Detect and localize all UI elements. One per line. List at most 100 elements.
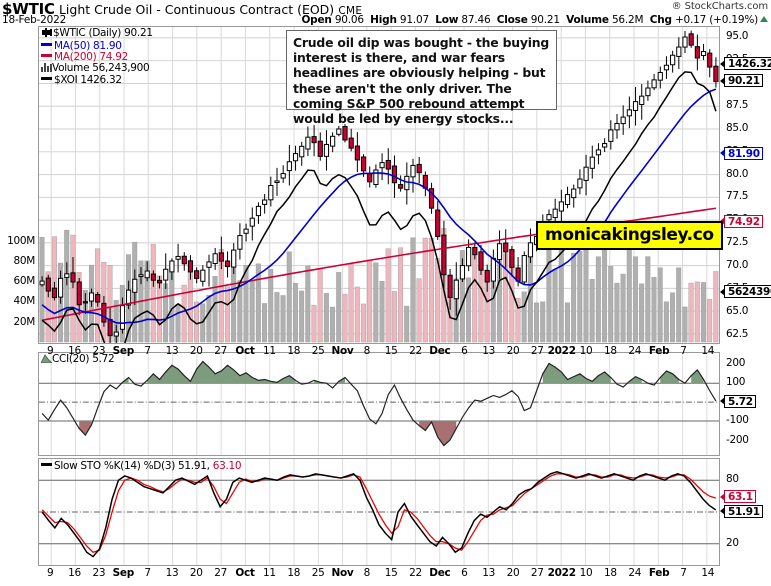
price-axis-tick: 65.0: [726, 304, 749, 317]
x-axis-tick-bottom: 24: [628, 567, 642, 579]
open-label: Open: [301, 14, 332, 26]
x-axis-tick-bottom: Feb: [648, 567, 670, 579]
source-label: StockCharts.com: [684, 1, 769, 12]
chg-label: Chg: [649, 14, 672, 26]
x-axis-tick-bottom: 14: [701, 567, 715, 579]
annotation-textbox: Crude oil dip was bought - the buying in…: [286, 30, 557, 126]
x-axis-tick-bottom: 20: [189, 567, 203, 579]
chart-header: $WTIC Light Crude Oil - Continuous Contr…: [0, 0, 771, 26]
chg-value: +0.17 (+0.19%): [674, 14, 758, 26]
legend-ma200-text: MA(200) 74.92: [54, 50, 128, 63]
x-axis-tick-bottom: 20: [506, 567, 520, 579]
cci-panel[interactable]: [38, 352, 720, 456]
x-axis-tick: 14: [701, 345, 715, 357]
x-axis-tick: 18: [287, 345, 301, 357]
quote-bar: Open 90.06 High 91.07 Low 87.46 Close 90…: [301, 14, 768, 26]
x-axis-tick-bottom: 9: [46, 567, 54, 579]
sto-legend-text: Slow STO %K(14) %D(3) 51.91,: [54, 459, 210, 472]
cci-axis-tick: 200: [726, 356, 746, 369]
x-axis-tick: 2022: [547, 345, 576, 357]
stochastic-axis-tick: 20: [726, 537, 739, 550]
high-label: High: [370, 14, 397, 26]
high-value: 91.07: [399, 14, 429, 26]
price-axis-tick: 85.0: [726, 121, 749, 134]
x-axis-tick-bottom: 10: [579, 567, 593, 579]
low-label: Low: [435, 14, 459, 26]
symbol-description: Light Crude Oil - Continuous Contract (E…: [58, 2, 335, 17]
price-legend: $WTIC (Daily) 90.21 MA(50) 81.90 MA(200)…: [41, 27, 153, 86]
volume-label: Volume: [566, 14, 609, 26]
legend-row-xoi: $XOI 1426.32: [41, 74, 153, 86]
price-axis-tick: 70.0: [726, 259, 749, 272]
x-axis-tick-bottom: 7: [144, 567, 151, 579]
stochastic-plot: [39, 459, 719, 565]
quote-date: 18-Feb-2022: [2, 14, 67, 26]
x-axis-tick: 16: [68, 345, 81, 357]
x-axis-tick: 20: [506, 345, 520, 357]
price-plot: [39, 27, 719, 343]
x-axis-tick: 7: [144, 345, 151, 357]
price-axis-tick: 62.5: [726, 327, 749, 340]
volume-axis-tick: 60M: [13, 275, 35, 288]
ma200-swatch-icon: [41, 54, 52, 58]
x-axis-tick-bottom: Dec: [429, 567, 451, 579]
x-axis-tick-bottom: Nov: [331, 567, 354, 579]
x-axis-tick: 6: [461, 345, 468, 357]
x-axis-tick: 13: [482, 345, 495, 357]
volume-axis-tick: 80M: [13, 254, 35, 267]
x-axis-tick: 15: [384, 345, 398, 357]
x-axis-tick: Nov: [331, 345, 354, 357]
cci-value-flag: 5.72: [720, 394, 756, 408]
legend-row-ma50: MA(50) 81.90: [41, 39, 153, 52]
volume-axis-tick: 20M: [13, 315, 35, 328]
x-axis-tick-bottom: 6: [461, 567, 468, 579]
x-axis-tick-bottom: 13: [482, 567, 495, 579]
x-axis-tick: 7: [680, 345, 687, 357]
legend-row-price: $WTIC (Daily) 90.21: [41, 27, 153, 40]
stochastic-axis-tick: 80: [726, 472, 739, 485]
price-axis-tick: 87.5: [726, 98, 749, 111]
x-axis-tick: 18: [604, 345, 617, 357]
x-axis-tick: 11: [263, 345, 276, 357]
volume-value: 56.2M: [611, 14, 644, 26]
x-axis-tick-bottom: 13: [165, 567, 179, 579]
stok-swatch-icon: [41, 463, 52, 466]
x-axis-tick: 23: [92, 345, 106, 357]
close-label: Close: [496, 14, 528, 26]
cci-legend: CCI(20) 5.72: [40, 353, 115, 366]
volume-value-flag: 56243900: [719, 285, 771, 299]
xoi-value-flag: 1426.32: [720, 57, 771, 71]
x-axis-tick: 27: [214, 345, 228, 357]
x-axis-tick-bottom: Sep: [112, 567, 135, 579]
sto-d-value: 63.10: [212, 459, 242, 472]
x-axis-tick: 27: [530, 345, 544, 357]
stochastic-panel[interactable]: [38, 458, 720, 566]
x-axis-tick-bottom: 7: [680, 567, 687, 579]
stok-value-flag: 51.91: [720, 504, 763, 518]
ma50-value-flag: 81.90: [720, 146, 763, 160]
volume-axis-tick: 100M: [7, 234, 35, 247]
chart-title: $WTIC Light Crude Oil - Continuous Contr…: [2, 0, 362, 18]
legend-row-volume: Volume 56,243,900: [41, 62, 153, 75]
cci-legend-text: CCI(20) 5.72: [52, 353, 115, 365]
x-axis-tick-bottom: 18: [604, 567, 617, 579]
x-axis-tick: Dec: [429, 345, 451, 357]
x-axis-tick: Oct: [235, 345, 255, 357]
x-axis-tick: Feb: [648, 345, 670, 357]
x-axis-tick: 20: [189, 345, 203, 357]
x-axis-tick: 10: [579, 345, 593, 357]
open-value: 90.06: [334, 14, 364, 26]
x-axis-tick: 25: [311, 345, 325, 357]
stod-value-flag: 63.1: [720, 490, 756, 504]
source-watermark: ® StockCharts.com: [671, 1, 769, 12]
x-axis-tick-bottom: 27: [214, 567, 228, 579]
x-axis-tick: Sep: [112, 345, 135, 357]
cci-axis-tick: -100: [726, 414, 749, 427]
price-axis-tick: 77.5: [726, 190, 749, 203]
legend-ma50-text: MA(50) 81.90: [54, 39, 122, 52]
x-axis-tick-bottom: 11: [263, 567, 276, 579]
x-axis-tick-bottom: 15: [384, 567, 398, 579]
x-axis-tick-bottom: 22: [409, 567, 422, 579]
cci-plot: [39, 353, 719, 455]
x-axis-tick: 8: [363, 345, 371, 357]
